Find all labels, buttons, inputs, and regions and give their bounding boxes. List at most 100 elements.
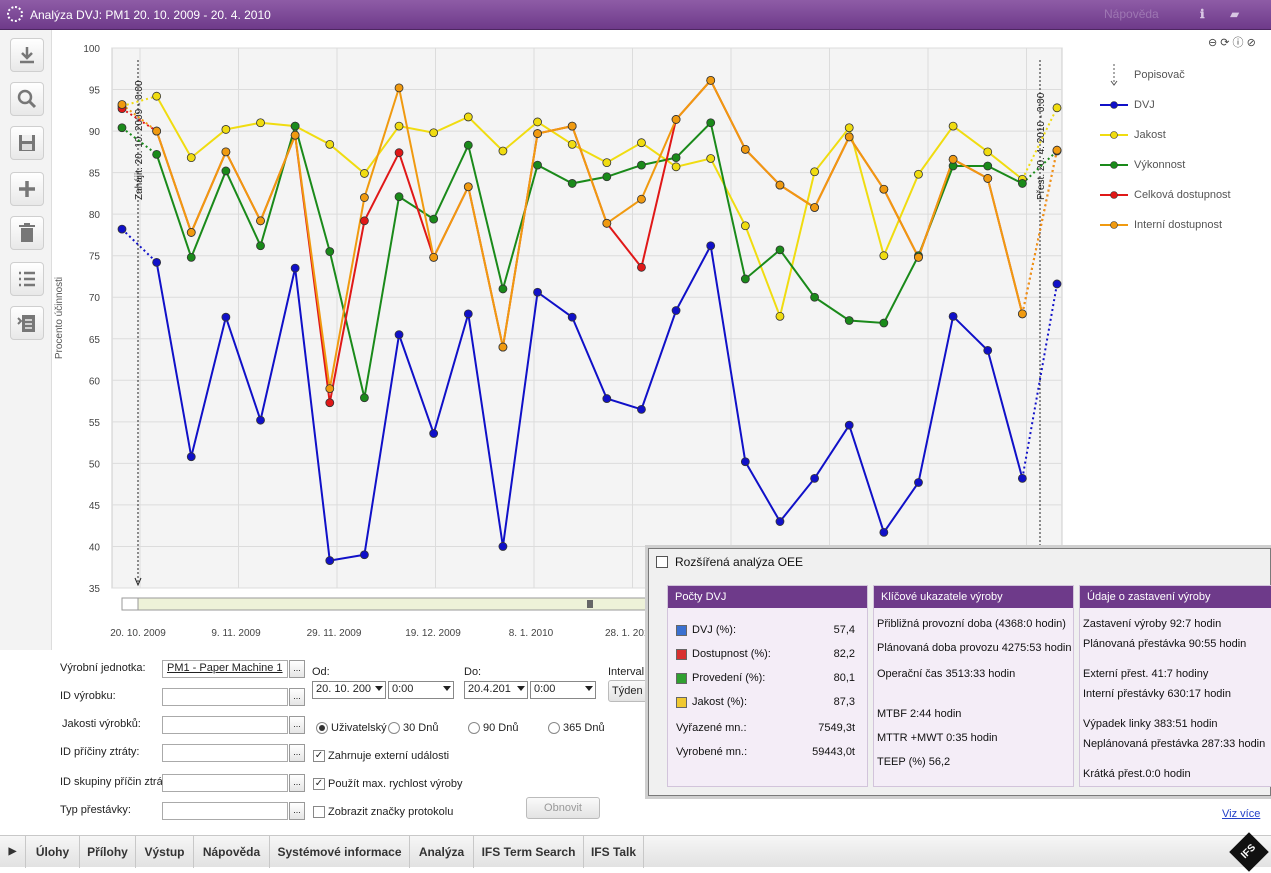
produced-label: Vyrobené mn.: — [676, 746, 748, 758]
data-point — [983, 345, 993, 355]
radio-90[interactable] — [468, 722, 480, 734]
scrap-value: 7549,3t — [818, 722, 855, 734]
loss-field[interactable] — [162, 744, 288, 762]
count-value: 80,1 — [833, 672, 855, 684]
series-line — [155, 95, 1023, 320]
radio-user[interactable] — [316, 722, 328, 734]
data-point — [602, 394, 612, 403]
data-point — [740, 221, 750, 231]
legend-item[interactable]: Výkonnost — [1100, 156, 1260, 186]
data-point — [983, 147, 993, 157]
taskbar-tab[interactable]: IFS Talk — [584, 836, 644, 868]
interval-select[interactable]: Týden — [608, 680, 648, 702]
from-time-select[interactable]: 0:00 — [388, 681, 454, 699]
x-tick-label: 19. 12. 2009 — [405, 628, 461, 639]
data-point — [533, 117, 542, 127]
refresh-button[interactable]: Obnovit — [526, 797, 600, 819]
x-tick-label: 29. 11. 2009 — [307, 628, 362, 639]
kpi-row: TEEP (%) 56,2 — [877, 756, 951, 768]
series-edge-line — [1021, 107, 1058, 180]
loss-group-field[interactable] — [162, 774, 288, 792]
data-point — [983, 174, 993, 183]
details-button[interactable] — [10, 306, 44, 340]
chk-protocol[interactable] — [313, 806, 325, 818]
search-button[interactable] — [10, 82, 44, 116]
notes-icon[interactable]: ▰ — [1230, 7, 1240, 21]
break-field[interactable] — [162, 802, 288, 820]
data-point — [290, 130, 300, 140]
legend-item[interactable]: DVJ — [1100, 96, 1260, 126]
quality-lookup-button[interactable]: ... — [289, 716, 305, 734]
delete-button[interactable] — [10, 216, 44, 250]
product-field[interactable] — [162, 688, 288, 706]
taskbar-tab[interactable]: Přílohy — [80, 836, 136, 868]
data-point — [256, 216, 265, 226]
info-icon[interactable]: ℹ — [1200, 7, 1205, 21]
data-point — [602, 172, 612, 182]
taskbar-expand-icon[interactable]: ▶ — [0, 836, 26, 868]
unit-field[interactable]: PM1 - Paper Machine 1 — [162, 660, 288, 678]
legend-item-popisovac[interactable]: Popisovač — [1100, 64, 1260, 96]
viz-more-link[interactable]: Viz více — [1222, 808, 1261, 820]
popup-col-stops: Údaje o zastavení výroby Zastavení výrob… — [1079, 585, 1271, 787]
y-tick-label: 60 — [89, 376, 101, 387]
loss-lookup-button[interactable]: ... — [289, 744, 305, 762]
chk-maxspeed[interactable]: ✓ — [313, 778, 325, 790]
data-point — [256, 241, 265, 251]
chk-external[interactable]: ✓ — [313, 750, 325, 762]
break-label: Typ přestávky: — [60, 804, 131, 816]
download-button[interactable] — [10, 38, 44, 72]
product-lookup-button[interactable]: ... — [289, 688, 305, 706]
loss-group-lookup-button[interactable]: ... — [289, 774, 305, 792]
data-point — [463, 309, 473, 319]
data-point — [186, 252, 196, 262]
data-point — [671, 162, 681, 172]
x-tick-label: 28. 1. 2010 — [605, 628, 655, 639]
unit-lookup-button[interactable]: ... — [289, 660, 305, 678]
add-button[interactable] — [10, 172, 44, 206]
data-point — [602, 218, 612, 228]
data-point — [360, 393, 369, 403]
marker-arrow-icon — [134, 577, 142, 587]
to-time-value: 0:00 — [534, 683, 556, 695]
window-title: Analýza DVJ: PM1 20. 10. 2009 - 20. 4. 2… — [30, 8, 271, 22]
taskbar-tab[interactable]: Úlohy — [26, 836, 80, 868]
save-button[interactable] — [10, 126, 44, 160]
from-date-value: 20. 10. 200 — [316, 683, 372, 695]
break-lookup-button[interactable]: ... — [289, 802, 305, 820]
legend-item[interactable]: Jakost — [1100, 126, 1260, 156]
radio-30[interactable] — [388, 722, 400, 734]
legend-item[interactable]: Interní dostupnost — [1100, 216, 1260, 246]
quality-field[interactable] — [162, 716, 288, 734]
data-point — [152, 149, 162, 159]
data-point — [117, 123, 127, 133]
taskbar-tab[interactable]: Systémové informace — [270, 836, 410, 868]
to-time-select[interactable]: 0:00 — [530, 681, 596, 699]
radio-365[interactable] — [548, 722, 560, 734]
legend-label: DVJ — [1134, 99, 1155, 111]
titlebar-help-text[interactable]: Nápověda — [1104, 7, 1159, 21]
list-icon — [19, 271, 35, 287]
product-label: ID výrobku: — [60, 690, 116, 702]
taskbar-tab[interactable]: Analýza — [410, 836, 474, 868]
scrap-label: Vyřazené mn.: — [676, 722, 747, 734]
taskbar-tab[interactable]: Výstup — [136, 836, 194, 868]
legend-item[interactable]: Celková dostupnost — [1100, 186, 1260, 216]
radio-user-label: Uživatelský — [331, 722, 387, 734]
chart-tool-icons[interactable]: ⊖ ⟳ ⓘ ⊘ — [1208, 37, 1256, 49]
y-axis-label: Procento účinnosti — [54, 277, 65, 359]
taskbar-tab[interactable]: IFS Term Search — [474, 836, 584, 868]
from-time-value: 0:00 — [392, 683, 414, 695]
popup-col-counts: Počty DVJ DVJ (%): 57,4 Dostupnost (%): 82,… — [667, 585, 868, 787]
data-point — [567, 312, 577, 322]
taskbar-tab[interactable]: Nápověda — [194, 836, 270, 868]
to-date-picker[interactable]: 20.4.201 — [464, 681, 528, 699]
x-tick-label: 20. 10. 2009 — [110, 628, 166, 639]
from-date-picker[interactable]: 20. 10. 200 — [312, 681, 386, 699]
data-point — [637, 194, 646, 204]
legend-label: Interní dostupnost — [1134, 219, 1223, 231]
data-point — [810, 167, 819, 177]
data-point — [256, 118, 265, 128]
data-point — [567, 179, 577, 188]
list-button[interactable] — [10, 262, 44, 296]
